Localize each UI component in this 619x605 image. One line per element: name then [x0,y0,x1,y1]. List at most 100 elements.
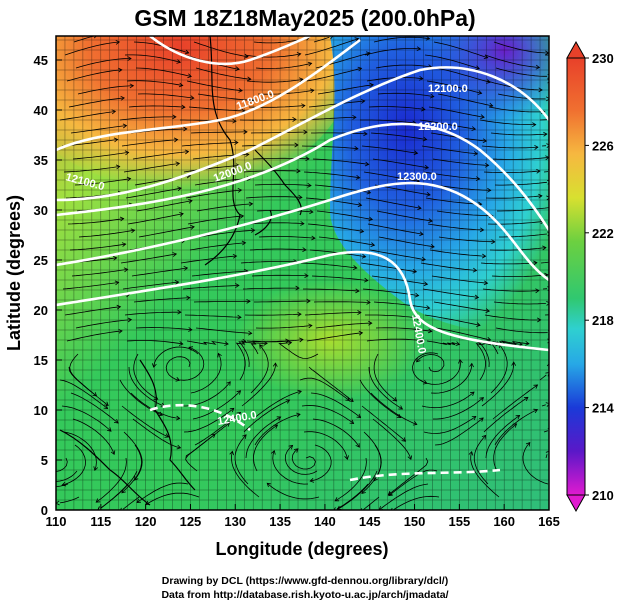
streamline-arrow [249,97,255,103]
streamline-arrow [473,151,479,156]
streamline [64,41,120,56]
streamline-arrow [236,390,242,395]
streamline-arrow [356,413,362,418]
streamline-arrow [178,341,184,346]
streamline [73,36,94,43]
grid [56,36,549,510]
streamline [185,189,242,199]
streamline [252,390,302,420]
streamline-arrow [412,268,418,274]
streamline-arrow [136,498,142,503]
streamline-arrow [538,193,543,199]
streamline-arrow [344,455,349,460]
streamline [334,457,367,502]
streamline [195,67,251,80]
streamline-arrow [535,64,541,70]
streamline [306,332,363,342]
streamline [310,392,361,418]
streamline-arrow [113,419,119,424]
streamline-arrow [297,311,302,317]
y-tick-label: 0 [41,503,48,518]
streamline [125,187,182,199]
streamline-arrow [536,168,541,174]
streamline [493,423,517,472]
contour-11800 [149,36,311,66]
streamline-arrow [543,131,548,137]
streamline-arrow [122,123,128,129]
streamline [241,144,298,147]
streamline-arrow [296,52,302,57]
streamline-arrow [481,253,487,259]
streamline-arrow [545,402,549,407]
streamline [66,69,122,82]
streamline-arrow [468,450,474,456]
streamline-arrow [363,131,368,137]
streamline [304,312,361,316]
streamline [56,470,78,482]
streamline [133,297,190,303]
streamline-arrow [556,66,560,70]
streamline [388,457,429,496]
streamline-arrow [294,142,299,148]
streamline [179,346,205,381]
streamline-arrow [330,36,334,40]
streamline-arrow [104,401,109,406]
streamline-arrow [458,359,463,364]
streamline-arrow [357,66,363,72]
streamline [196,203,253,212]
streamline [423,171,480,180]
streamline-arrow [427,328,433,334]
streamline-arrow [559,235,563,239]
streamline-arrow [349,419,355,424]
streamline-arrow [296,412,301,418]
streamline [540,261,549,264]
streamline-arrow [114,280,120,286]
streamline-arrow [368,216,374,222]
streamline [393,495,440,510]
streamline [497,93,546,100]
streamline-arrow [120,507,122,510]
streamline [252,157,310,160]
coastline-asia [204,36,241,266]
streamline-arrow [487,187,492,193]
streamline [243,170,301,173]
streamline [479,119,536,125]
streamline [77,85,134,95]
streamline-arrow [483,280,489,286]
streamline-arrow [479,417,484,422]
streamline-arrow [217,352,222,358]
streamline [305,197,362,206]
streamline [367,223,424,235]
streamline-arrow [477,90,483,95]
streamline-arrow [123,267,129,273]
streamline-arrow [301,103,306,109]
streamline [368,106,425,110]
streamline-arrow [298,194,303,200]
streamline [412,352,439,384]
streamline-arrow [285,399,291,404]
streamline [123,431,143,481]
streamline-arrow [172,252,178,257]
streamline [56,483,69,487]
streamline-arrow [421,106,426,112]
streamline [312,418,360,448]
streamline [68,366,109,406]
contour-12100 [56,66,549,202]
x-tick-label: 110 [46,514,67,529]
streamline-arrow [366,299,371,305]
streamline [359,379,402,418]
streamline [481,145,538,149]
streamline-arrow [549,313,553,317]
streamline-arrow [358,330,364,336]
streamline [539,374,547,381]
streamline-arrow [248,330,253,336]
streamline [365,314,421,319]
streamline [429,249,486,257]
streamline [137,93,194,99]
streamline-arrow [224,341,229,346]
x-tick-label: 135 [269,514,291,529]
streamline-arrow [388,491,393,497]
x-tick-label: 155 [449,514,471,529]
streamline-arrow [151,363,157,368]
streamline [251,274,309,277]
